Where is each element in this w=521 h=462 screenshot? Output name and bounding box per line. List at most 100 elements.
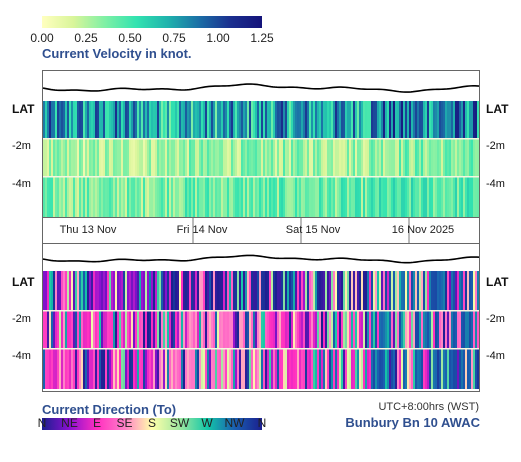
velocity-cell (363, 101, 366, 139)
velocity-cell (287, 139, 290, 177)
velocity-cell (251, 177, 254, 217)
direction-cell (293, 271, 296, 311)
time-axis (42, 218, 480, 244)
velocity-cell (117, 101, 120, 139)
direction-cell (259, 349, 262, 389)
direction-cell (315, 311, 318, 349)
velocity-cell (409, 139, 412, 177)
direction-cell (169, 271, 172, 311)
direction-cell (215, 311, 218, 349)
direction-cell (473, 271, 476, 311)
direction-cell (71, 271, 74, 311)
velocity-cell (121, 101, 124, 139)
direction-colorbar (42, 418, 262, 430)
direction-cell (297, 349, 300, 389)
velocity-cell (209, 177, 212, 217)
direction-cell (417, 349, 420, 389)
velocity-cell (109, 177, 112, 217)
velocity-cell (45, 101, 48, 139)
direction-cell (451, 271, 454, 311)
direction-cell (345, 349, 348, 389)
direction-cell (219, 349, 222, 389)
velocity-cell (83, 101, 86, 139)
direction-cell (345, 311, 348, 349)
velocity-cell (435, 177, 438, 217)
velocity-cell (291, 101, 294, 139)
velocity-cell (189, 139, 192, 177)
direction-cell (377, 349, 380, 389)
velocity-cell (207, 101, 210, 139)
row-label-right: -2m (486, 313, 505, 325)
water-level-line (43, 254, 479, 264)
direction-cell (363, 271, 366, 311)
direction-cell (211, 271, 214, 311)
direction-cell (347, 349, 350, 389)
velocity-cell (145, 177, 148, 217)
direction-cell (87, 271, 90, 311)
velocity-cell (365, 177, 368, 217)
velocity-cell (373, 101, 376, 139)
velocity-cell (475, 101, 478, 139)
velocity-cell (359, 139, 362, 177)
velocity-cell (221, 139, 224, 177)
velocity-cell (357, 139, 360, 177)
velocity-cell (137, 177, 140, 217)
direction-cell (47, 311, 50, 349)
velocity-cell (181, 177, 184, 217)
direction-cell (337, 271, 340, 311)
velocity-cell (373, 139, 376, 177)
velocity-cell (151, 101, 154, 139)
direction-cell (393, 271, 396, 311)
direction-cell (353, 311, 356, 349)
velocity-cell (241, 139, 244, 177)
velocity-cell (345, 139, 348, 177)
direction-cell (255, 311, 258, 349)
direction-cell (343, 271, 346, 311)
direction-cell (405, 349, 408, 389)
direction-cell (419, 349, 422, 389)
direction-cell (225, 349, 228, 389)
direction-cell (395, 311, 398, 349)
direction-cell (147, 311, 150, 349)
velocity-cell (143, 101, 146, 139)
direction-cell (467, 349, 470, 389)
velocity-cell (75, 139, 78, 177)
direction-cell (63, 271, 66, 311)
direction-cell (477, 311, 479, 349)
direction-cell (211, 311, 214, 349)
velocity-cell (235, 139, 238, 177)
direction-cell (457, 349, 460, 389)
direction-cell (139, 349, 142, 389)
velocity-cell (367, 101, 370, 139)
direction-cell (403, 349, 406, 389)
velocity-cell (169, 177, 172, 217)
direction-row-0 (43, 271, 479, 311)
direction-cell (143, 311, 146, 349)
direction-cell (213, 271, 216, 311)
direction-cell (401, 349, 404, 389)
direction-cell (453, 311, 456, 349)
direction-cell (75, 349, 78, 389)
direction-cell (391, 349, 394, 389)
velocity-cell (269, 177, 272, 217)
velocity-legend-title: Current Velocity in knot. (42, 46, 192, 61)
velocity-row-2 (43, 177, 479, 217)
direction-cell (135, 311, 138, 349)
direction-cell (421, 349, 424, 389)
direction-cell (235, 311, 238, 349)
velocity-cell (237, 177, 240, 217)
direction-cell (309, 311, 312, 349)
velocity-cell (179, 177, 182, 217)
direction-cell (301, 271, 304, 311)
direction-cell (73, 271, 76, 311)
direction-cell (471, 311, 474, 349)
velocity-cell (209, 101, 212, 139)
direction-cell (367, 311, 370, 349)
direction-cell (317, 271, 320, 311)
direction-cell (371, 271, 374, 311)
direction-row-1 (43, 311, 479, 349)
direction-cell (341, 349, 344, 389)
direction-cell (149, 349, 152, 389)
direction-cell (259, 311, 262, 349)
direction-cell (361, 349, 364, 389)
